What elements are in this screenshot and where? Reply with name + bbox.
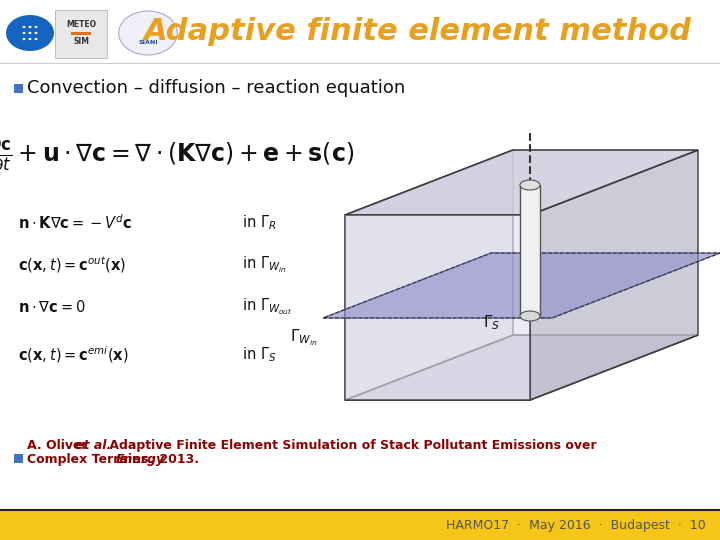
Text: $\mathbf{n} \cdot \mathbf{K} \nabla \mathbf{c} = -V^d \mathbf{c}$: $\mathbf{n} \cdot \mathbf{K} \nabla \mat… (18, 214, 132, 232)
Bar (71, 32, 91, 35)
FancyBboxPatch shape (55, 10, 107, 58)
Text: HARMO17  ·  May 2016  ·  Budapest  ·  10: HARMO17 · May 2016 · Budapest · 10 (446, 518, 706, 531)
Text: SIANI: SIANI (138, 40, 158, 45)
Bar (0, 510, 720, 540)
Bar (0, 0, 720, 63)
Circle shape (22, 38, 25, 40)
Polygon shape (323, 253, 720, 318)
Bar (14, 454, 23, 463)
Polygon shape (345, 150, 513, 400)
Text: $\mathrm{in}\ \Gamma_S$: $\mathrm{in}\ \Gamma_S$ (242, 346, 276, 365)
Text: A. Oliver: A. Oliver (27, 439, 92, 452)
Circle shape (35, 38, 37, 40)
Circle shape (6, 15, 54, 51)
Polygon shape (530, 150, 698, 400)
Bar (520, 185, 540, 316)
Text: Complex Terrains.: Complex Terrains. (27, 453, 158, 466)
Ellipse shape (520, 180, 540, 190)
Text: Adaptive Finite Element Simulation of Stack Pollutant Emissions over: Adaptive Finite Element Simulation of St… (105, 439, 597, 452)
Text: Convection – diffusion – reaction equation: Convection – diffusion – reaction equati… (27, 79, 405, 97)
Circle shape (29, 26, 32, 28)
Text: SIM: SIM (73, 37, 89, 46)
Text: $\Gamma_S$: $\Gamma_S$ (483, 314, 500, 332)
Text: METEO: METEO (66, 20, 96, 29)
Text: $\Gamma_{W_{in}}$: $\Gamma_{W_{in}}$ (290, 328, 318, 348)
Text: Energy: Energy (116, 453, 165, 466)
Circle shape (29, 38, 32, 40)
Circle shape (22, 32, 25, 34)
Text: $\mathrm{in}\ \Gamma_{W_{in}}$: $\mathrm{in}\ \Gamma_{W_{in}}$ (242, 255, 287, 275)
Circle shape (35, 26, 37, 28)
Polygon shape (345, 215, 530, 400)
Text: Adaptive finite element method: Adaptive finite element method (143, 17, 692, 46)
Text: $\mathrm{in}\ \Gamma_{W_{out}}$: $\mathrm{in}\ \Gamma_{W_{out}}$ (242, 296, 292, 318)
Text: et al.: et al. (75, 439, 112, 452)
Text: $\frac{\partial \mathbf{c}}{\partial t} + \mathbf{u} \cdot \nabla \mathbf{c} = \: $\frac{\partial \mathbf{c}}{\partial t} … (0, 137, 354, 173)
Text: 2013.: 2013. (155, 453, 199, 466)
Text: $\mathrm{in}\ \Gamma_R$: $\mathrm{in}\ \Gamma_R$ (242, 214, 276, 232)
Circle shape (35, 32, 37, 34)
Polygon shape (345, 150, 698, 215)
Circle shape (22, 26, 25, 28)
Text: $\mathbf{n} \cdot \nabla \mathbf{c} = 0$: $\mathbf{n} \cdot \nabla \mathbf{c} = 0$ (18, 299, 86, 315)
Polygon shape (345, 335, 698, 400)
Text: $\mathbf{c}(\mathbf{x}, t) = \mathbf{c}^{emi}(\mathbf{x})$: $\mathbf{c}(\mathbf{x}, t) = \mathbf{c}^… (18, 345, 129, 366)
Circle shape (119, 11, 177, 55)
Circle shape (29, 32, 32, 34)
Bar (14, 84, 23, 93)
Ellipse shape (520, 311, 540, 321)
Text: $\mathbf{c}(\mathbf{x}, t) = \mathbf{c}^{out}(\mathbf{x})$: $\mathbf{c}(\mathbf{x}, t) = \mathbf{c}^… (18, 255, 126, 275)
